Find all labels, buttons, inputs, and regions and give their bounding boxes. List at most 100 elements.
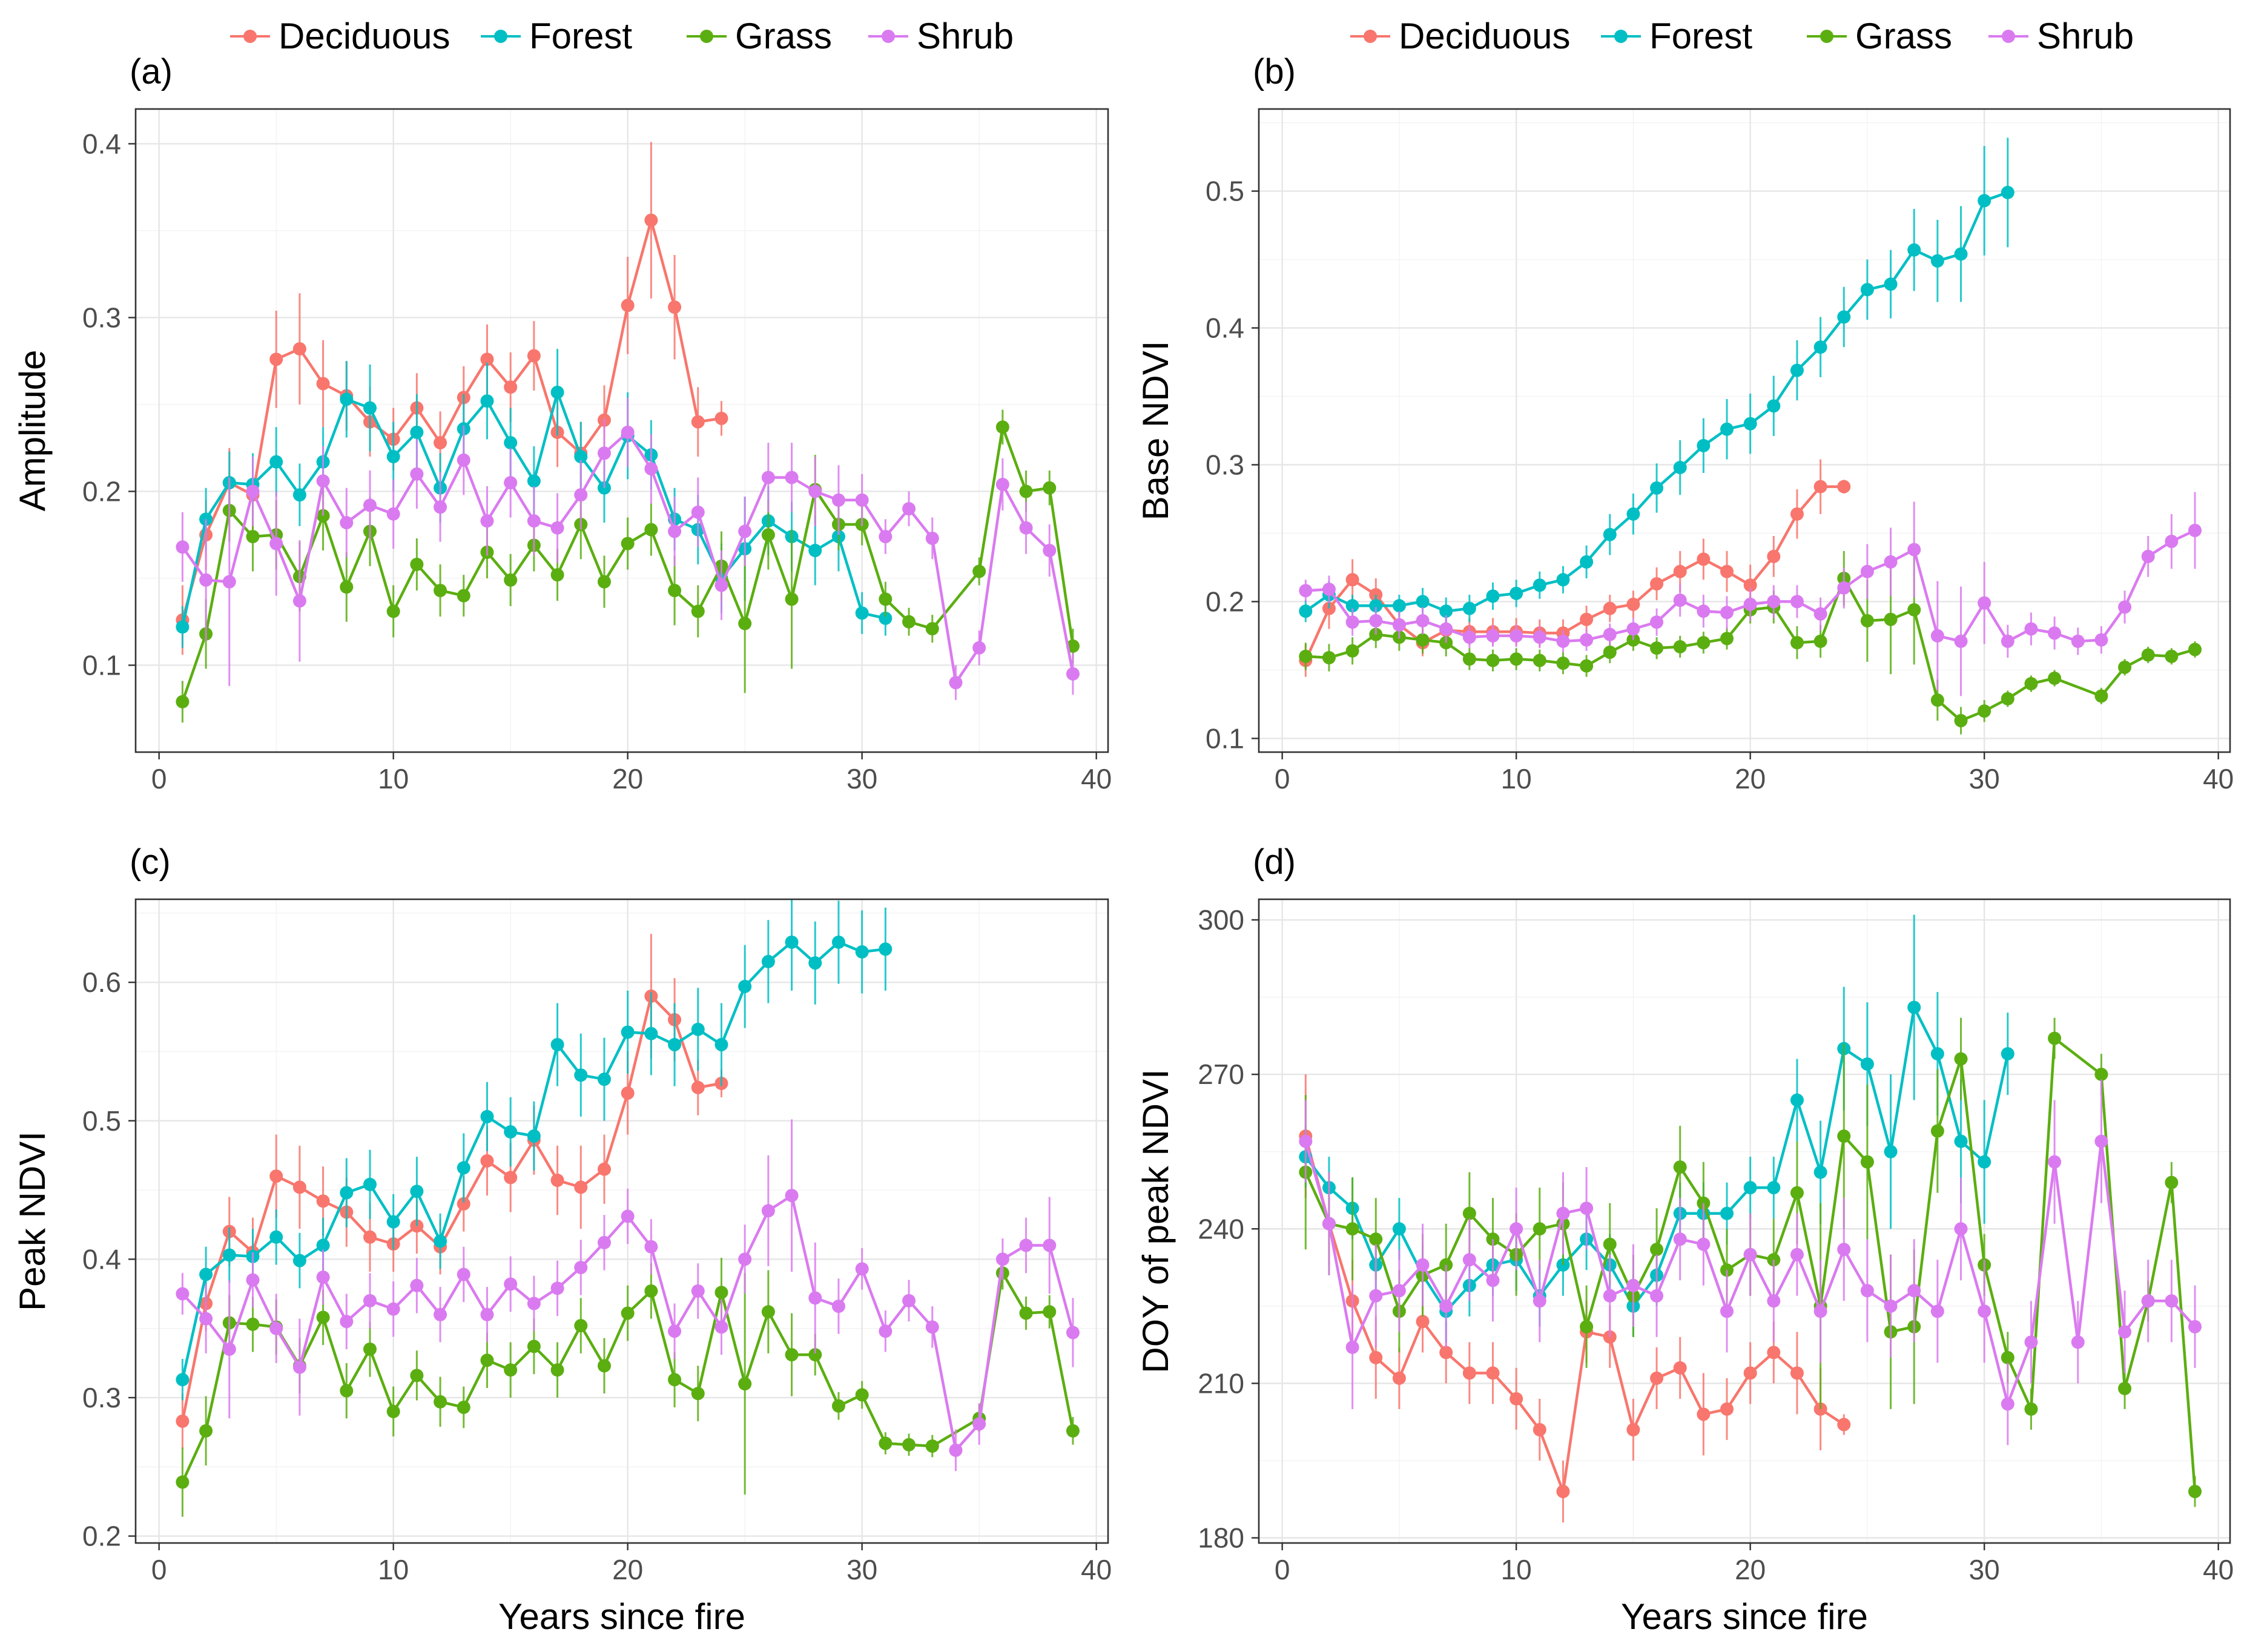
- data-point-shrub: [691, 505, 705, 519]
- data-point-deciduous: [480, 1154, 494, 1168]
- data-point-forest: [363, 401, 377, 415]
- x-tick-label: 20: [1735, 763, 1766, 795]
- data-point-forest: [1790, 363, 1804, 377]
- data-point-shrub: [1837, 1243, 1851, 1257]
- data-point-shrub: [1954, 1222, 1968, 1236]
- data-point-shrub: [949, 676, 963, 690]
- data-point-deciduous: [1369, 1350, 1383, 1364]
- data-point-forest: [1626, 507, 1640, 521]
- data-point-shrub: [1439, 1299, 1453, 1313]
- data-point-grass: [2024, 1402, 2038, 1416]
- data-point-shrub: [1954, 634, 1968, 648]
- data-point-shrub: [621, 1209, 635, 1223]
- data-point-shrub: [738, 1252, 752, 1266]
- data-point-forest: [1790, 1093, 1804, 1107]
- data-point-shrub: [410, 467, 424, 481]
- data-point-shrub: [808, 484, 822, 498]
- data-point-shrub: [1439, 622, 1453, 636]
- data-point-shrub: [550, 521, 564, 535]
- data-point-forest: [1743, 417, 1757, 431]
- data-point-forest: [1907, 243, 1921, 257]
- data-point-shrub: [363, 498, 377, 512]
- data-point-shrub: [269, 1321, 283, 1335]
- data-point-grass: [785, 592, 799, 606]
- panel-label: (a): [130, 52, 173, 91]
- data-point-shrub: [831, 493, 845, 507]
- legend-item-forest: Forest: [1601, 16, 1752, 56]
- data-point-forest: [714, 1038, 728, 1052]
- data-point-shrub: [1533, 1294, 1546, 1308]
- data-point-grass: [1533, 1222, 1546, 1236]
- data-point-deciduous: [1510, 1392, 1523, 1406]
- data-point-shrub: [1790, 1247, 1804, 1261]
- data-point-forest: [1650, 481, 1664, 495]
- data-point-deciduous: [269, 1169, 283, 1183]
- data-point-shrub: [386, 1302, 400, 1316]
- data-point-grass: [574, 1319, 588, 1333]
- data-point-grass: [550, 1363, 564, 1377]
- data-point-deciduous: [1673, 1361, 1687, 1375]
- data-point-forest: [1813, 340, 1827, 354]
- data-point-shrub: [1860, 564, 1874, 578]
- data-point-forest: [1556, 573, 1570, 587]
- data-point-forest: [1369, 599, 1383, 613]
- data-point-shrub: [1486, 629, 1500, 643]
- data-point-shrub: [1392, 1284, 1406, 1298]
- data-point-forest: [1813, 1165, 1827, 1179]
- data-point-forest: [808, 544, 822, 558]
- data-point-deciduous: [480, 352, 494, 366]
- data-point-forest: [1930, 254, 1944, 268]
- y-tick-label: 0.3: [82, 302, 121, 333]
- legend-label-forest: Forest: [529, 16, 632, 56]
- data-point-grass: [1369, 1232, 1383, 1246]
- data-point-deciduous: [574, 1180, 588, 1194]
- data-point-forest: [1462, 601, 1476, 615]
- data-point-shrub: [199, 573, 213, 587]
- data-point-grass: [1860, 614, 1874, 628]
- data-point-grass: [621, 537, 635, 550]
- data-point-shrub: [2001, 634, 2014, 648]
- data-point-forest: [1533, 578, 1546, 592]
- data-point-shrub: [1720, 1304, 1734, 1318]
- data-point-shrub: [1066, 667, 1080, 681]
- data-point-shrub: [879, 530, 893, 544]
- data-point-forest: [363, 1177, 377, 1191]
- data-point-shrub: [1978, 1304, 1991, 1318]
- data-point-forest: [1392, 1222, 1406, 1236]
- data-point-grass: [1019, 484, 1033, 498]
- data-point-forest: [410, 425, 424, 439]
- data-point-shrub: [1813, 607, 1827, 621]
- data-point-shrub: [785, 471, 799, 484]
- data-point-deciduous: [1345, 573, 1359, 587]
- data-point-shrub: [2024, 622, 2038, 636]
- data-point-grass: [176, 695, 190, 709]
- data-point-shrub: [2188, 523, 2202, 537]
- y-tick-label: 300: [1198, 904, 1244, 936]
- data-point-grass: [176, 1475, 190, 1489]
- legend-label-grass: Grass: [735, 16, 832, 56]
- data-point-forest: [410, 1184, 424, 1198]
- data-point-deciduous: [1720, 1402, 1734, 1416]
- data-point-forest: [1907, 1000, 1921, 1014]
- data-point-shrub: [2048, 626, 2062, 640]
- data-point-shrub: [1603, 627, 1617, 641]
- data-point-grass: [480, 1353, 494, 1367]
- data-point-deciduous: [292, 1180, 306, 1194]
- x-tick-label: 20: [1735, 1554, 1766, 1585]
- data-point-shrub: [1743, 597, 1757, 611]
- y-axis-title: DOY of peak NDVI: [1135, 1069, 1176, 1373]
- data-point-shrub: [879, 1324, 893, 1338]
- data-point-forest: [1603, 527, 1617, 541]
- data-point-grass: [1603, 1237, 1617, 1251]
- plot-background: [1259, 109, 2230, 752]
- x-tick-label: 30: [846, 763, 877, 795]
- data-point-forest: [1439, 604, 1453, 618]
- x-tick-label: 0: [151, 763, 167, 795]
- x-tick-label: 10: [378, 1554, 409, 1585]
- series-group: [1299, 914, 2202, 1522]
- data-point-grass: [879, 592, 893, 606]
- data-point-grass: [1416, 633, 1430, 647]
- data-point-deciduous: [621, 1086, 635, 1100]
- data-point-shrub: [714, 578, 728, 592]
